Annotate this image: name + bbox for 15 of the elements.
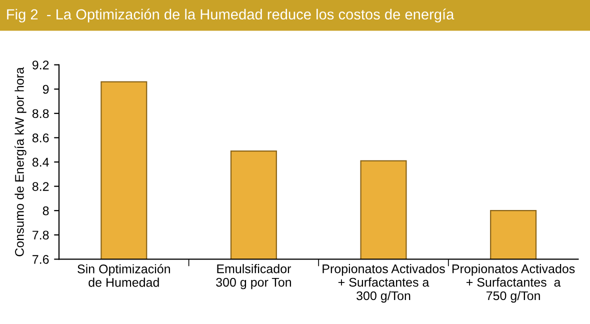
y-tick-label: 8 bbox=[42, 206, 49, 216]
y-tick-label: 9.2 bbox=[32, 60, 49, 70]
y-tick-label: 9 bbox=[42, 84, 49, 94]
y-tick-label: 8.8 bbox=[32, 109, 49, 118]
x-tick-label: Propionatos Activados + Surfactantes a 300 g/Ton bbox=[322, 264, 445, 303]
y-axis-title: Consumo de Energía kW por hora bbox=[14, 67, 26, 256]
y-tick-label: 8.6 bbox=[32, 134, 49, 142]
x-tick-label: Emulsificador 300 g por Ton bbox=[216, 264, 292, 290]
y-tick-label: 7.8 bbox=[32, 230, 49, 240]
y-tick-label: 8.2 bbox=[32, 182, 49, 191]
chart-title: Fig 2 - La Optimización de la Humedad reduce los costos de energía bbox=[7, 8, 454, 22]
x-tick-label: Sin Optimización de Humedad bbox=[78, 264, 170, 287]
x-tick-label: Propionatos Activados + Surfactantes a 750 g/Ton bbox=[452, 264, 575, 303]
y-tick-label: 8.4 bbox=[32, 158, 49, 167]
y-tick-label: 7.6 bbox=[32, 255, 49, 264]
